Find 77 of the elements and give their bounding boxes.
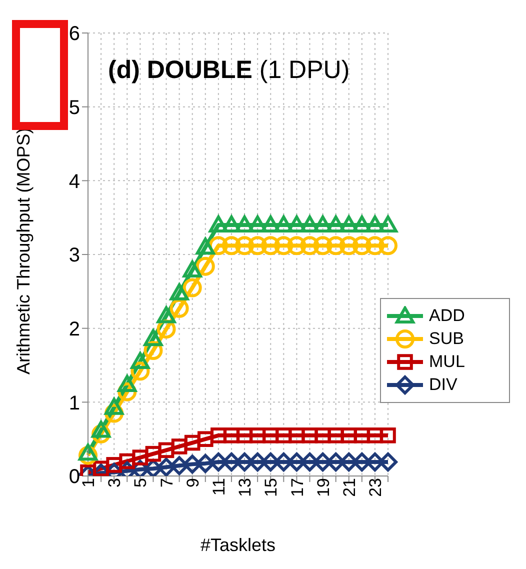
x-tick-label: 21 [340, 478, 359, 497]
point [182, 260, 202, 278]
x-tick-label: 9 [183, 478, 202, 488]
point [145, 446, 162, 462]
point [328, 427, 344, 444]
legend-label: DIV [429, 375, 458, 395]
point [132, 450, 148, 466]
legend-label: ADD [429, 306, 465, 326]
y-tick-label: 5 [68, 96, 80, 119]
y-tick-label: 3 [68, 244, 80, 267]
point [208, 215, 228, 232]
point [196, 238, 215, 255]
point [354, 427, 370, 444]
legend-label: SUB [429, 329, 464, 349]
x-tick-label: 17 [288, 478, 307, 497]
point [93, 460, 109, 476]
x-tick-label: 5 [131, 478, 150, 488]
point [106, 457, 122, 473]
point [378, 215, 398, 232]
y-tick-label: 1 [68, 392, 80, 414]
point [248, 236, 268, 256]
point [184, 434, 200, 451]
point [118, 374, 137, 392]
point [313, 236, 332, 256]
point [197, 431, 214, 447]
point [367, 427, 383, 444]
x-tick-label: 13 [236, 478, 255, 497]
point [262, 427, 279, 444]
x-tick-label: 11 [210, 478, 229, 496]
point [78, 444, 98, 461]
point [182, 278, 202, 298]
x-tick-label: 19 [314, 478, 333, 497]
point [314, 427, 331, 444]
point [302, 427, 318, 444]
point [144, 329, 163, 346]
y-tick-label: 2 [68, 318, 80, 340]
point [378, 236, 398, 256]
point [224, 427, 240, 444]
x-tick-label: 1 [79, 478, 98, 488]
point [222, 236, 241, 256]
legend-label: MUL [429, 352, 465, 372]
point [340, 427, 357, 444]
point [339, 236, 358, 256]
y-tick-label: 0 [68, 466, 80, 488]
point [288, 427, 305, 444]
point [158, 442, 174, 458]
x-axis-title: #Tasklets [200, 535, 276, 555]
point [300, 236, 320, 256]
x-tick-label: 15 [262, 478, 281, 497]
y-axis-title: Arithmetic Throughput (MOPS) [13, 128, 34, 374]
point [171, 438, 188, 454]
point [170, 283, 189, 300]
point [236, 427, 252, 444]
point [210, 427, 226, 444]
point [274, 236, 294, 256]
point [156, 306, 176, 324]
point [250, 427, 266, 444]
point [365, 236, 384, 256]
point [119, 453, 136, 470]
point [104, 398, 124, 415]
text: (d) DOUBLE (1 DPU) [108, 56, 350, 85]
x-tick-label: 3 [105, 478, 124, 488]
point [235, 236, 254, 256]
point [130, 352, 150, 370]
point [170, 298, 189, 318]
y-tick-label: 6 [68, 23, 80, 46]
x-tick-label: 23 [366, 478, 386, 497]
point [287, 236, 306, 256]
point [92, 420, 111, 438]
point [380, 427, 396, 444]
point [261, 236, 280, 256]
point [352, 236, 372, 256]
point [326, 236, 346, 256]
y-tick-label: 4 [68, 170, 80, 193]
point [196, 256, 215, 276]
point [276, 427, 292, 444]
x-tick-label: 7 [157, 478, 176, 488]
